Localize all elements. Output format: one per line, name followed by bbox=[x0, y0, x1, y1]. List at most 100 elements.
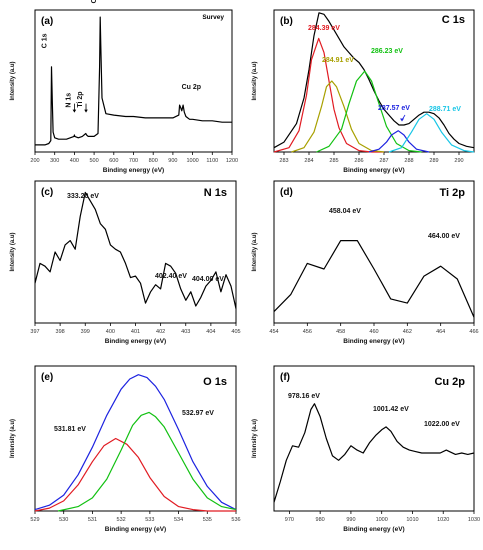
x-tick-label: 458 bbox=[336, 329, 345, 335]
y-axis-label: Intensity (a.u) bbox=[10, 61, 16, 100]
x-tick-label: 1100 bbox=[206, 158, 218, 164]
peak-annotation: C 1s bbox=[42, 33, 49, 48]
x-tick-label: 401 bbox=[131, 329, 140, 335]
panel-d: 454 456 458 460 462 464 466 Binding energy (eV)… bbox=[252, 180, 479, 345]
panel-label: (f) bbox=[280, 372, 290, 383]
panel-title: Cu 2p bbox=[434, 376, 465, 388]
plot-frame-a bbox=[34, 9, 233, 153]
x-tick-label: 397 bbox=[30, 329, 39, 335]
x-tick-label: 1200 bbox=[226, 158, 238, 164]
peak-annotation: 1022.00 eV bbox=[424, 421, 460, 428]
x-tick-label: 402 bbox=[156, 329, 165, 335]
x-tick-label: 533 bbox=[145, 517, 154, 523]
peak-annotation: 404.00 eV bbox=[192, 276, 224, 283]
x-tick-label: 1020 bbox=[437, 517, 449, 523]
series-line-b-4 bbox=[368, 130, 430, 153]
panel-title: C 1s bbox=[442, 14, 465, 26]
series-line-e-2 bbox=[57, 411, 237, 512]
x-tick-label: 404 bbox=[206, 329, 215, 335]
panel-title: Survey bbox=[202, 14, 224, 21]
peak-annotation: 532.97 eV bbox=[182, 410, 214, 417]
panel-label: (c) bbox=[41, 187, 53, 198]
series-line-b-2 bbox=[291, 80, 385, 153]
series-line-a-0 bbox=[35, 16, 232, 146]
plot-frame-c bbox=[34, 180, 237, 324]
series-line-b-5 bbox=[388, 113, 475, 153]
x-tick-label: 529 bbox=[30, 517, 39, 523]
x-tick-label: 287 bbox=[379, 158, 388, 164]
series-line-b-3 bbox=[316, 70, 422, 153]
panel-b: 283 284 285 286 287 288 289 290 Binding energy (… bbox=[252, 9, 475, 174]
x-tick-label: 534 bbox=[174, 517, 183, 523]
y-axis-label: Intensity (a.u) bbox=[10, 419, 16, 458]
x-tick-label: 283 bbox=[279, 158, 288, 164]
plot-frame-b bbox=[273, 9, 475, 153]
x-axis-label: Binding energy (eV) bbox=[343, 338, 404, 345]
x-tick-label: 970 bbox=[285, 517, 294, 523]
peak-annotation: 284.39 eV bbox=[308, 25, 340, 32]
panel-label: (b) bbox=[280, 16, 293, 27]
x-tick-label: 1010 bbox=[406, 517, 418, 523]
peak-annotation: 287.57 eV bbox=[378, 105, 410, 112]
annotation-arrowhead bbox=[84, 109, 88, 113]
panel-a: 200 300 400 500 600 700 800 900 1000 1100 1200 Bind… bbox=[10, 0, 238, 174]
x-tick-label: 800 bbox=[149, 158, 158, 164]
peak-annotation: 1001.42 eV bbox=[373, 406, 409, 413]
peak-annotation: 464.00 eV bbox=[428, 233, 460, 240]
x-tick-label: 536 bbox=[231, 517, 240, 523]
x-tick-label: 399 bbox=[81, 329, 90, 335]
x-tick-label: 980 bbox=[316, 517, 325, 523]
panel-f: 970 980 990 1000 1010 1020 1030 Binding energy … bbox=[252, 365, 480, 533]
x-tick-label: 284 bbox=[304, 158, 313, 164]
series-line-b-0 bbox=[273, 12, 475, 149]
panel-label: (a) bbox=[41, 16, 53, 27]
x-tick-label: 285 bbox=[329, 158, 338, 164]
panel-label: (e) bbox=[41, 372, 53, 383]
y-axis-label: Intensity (a.u) bbox=[252, 419, 258, 458]
x-tick-label: 700 bbox=[129, 158, 138, 164]
panel-label: (d) bbox=[280, 187, 293, 198]
x-axis-label: Binding energy (eV) bbox=[343, 526, 404, 533]
peak-annotation: Cu 2p bbox=[182, 84, 201, 91]
peak-annotation: Ti 2p bbox=[77, 91, 84, 107]
peak-annotation: 531.81 eV bbox=[54, 426, 86, 433]
x-tick-label: 456 bbox=[303, 329, 312, 335]
peak-annotation: 402.40 eV bbox=[155, 273, 187, 280]
x-tick-label: 462 bbox=[403, 329, 412, 335]
x-tick-label: 500 bbox=[90, 158, 99, 164]
x-tick-label: 531 bbox=[88, 517, 97, 523]
peak-annotation: 286.23 eV bbox=[371, 48, 403, 55]
peak-annotation: 288.71 eV bbox=[429, 106, 461, 113]
x-tick-label: 289 bbox=[429, 158, 438, 164]
y-axis-label: Intensity (a.u) bbox=[10, 232, 16, 271]
x-tick-label: 398 bbox=[56, 329, 65, 335]
series-line-f-0 bbox=[273, 403, 475, 503]
panel-c: 397 398 399 400 401 402 403 404 405 Binding energ… bbox=[10, 180, 241, 345]
peak-annotation: 978.16 eV bbox=[288, 393, 320, 400]
y-axis-label: Intensity (a.u) bbox=[252, 61, 258, 100]
x-axis-label: Binding energy (eV) bbox=[343, 167, 404, 174]
x-tick-label: 600 bbox=[109, 158, 118, 164]
x-axis-label: Binding energy (eV) bbox=[103, 167, 164, 174]
series-line-b-1 bbox=[273, 37, 384, 153]
x-tick-label: 466 bbox=[469, 329, 478, 335]
x-tick-label: 288 bbox=[404, 158, 413, 164]
series-line-e-0 bbox=[34, 374, 237, 511]
plot-frame-e bbox=[34, 365, 237, 512]
panel-title: N 1s bbox=[204, 187, 227, 199]
peak-annotation: O 1s bbox=[91, 0, 98, 3]
x-tick-label: 200 bbox=[30, 158, 39, 164]
series-line-c-0 bbox=[34, 191, 237, 309]
x-tick-label: 290 bbox=[454, 158, 463, 164]
x-tick-label: 400 bbox=[106, 329, 115, 335]
peak-annotation: 284.91 eV bbox=[322, 57, 354, 64]
series-line-e-1 bbox=[34, 437, 236, 512]
series-line-d-0 bbox=[273, 240, 475, 318]
x-tick-label: 990 bbox=[346, 517, 355, 523]
x-tick-label: 460 bbox=[369, 329, 378, 335]
x-tick-label: 1000 bbox=[376, 517, 388, 523]
x-tick-label: 1030 bbox=[468, 517, 480, 523]
annotation-arrowhead bbox=[400, 118, 404, 122]
x-tick-label: 400 bbox=[70, 158, 79, 164]
